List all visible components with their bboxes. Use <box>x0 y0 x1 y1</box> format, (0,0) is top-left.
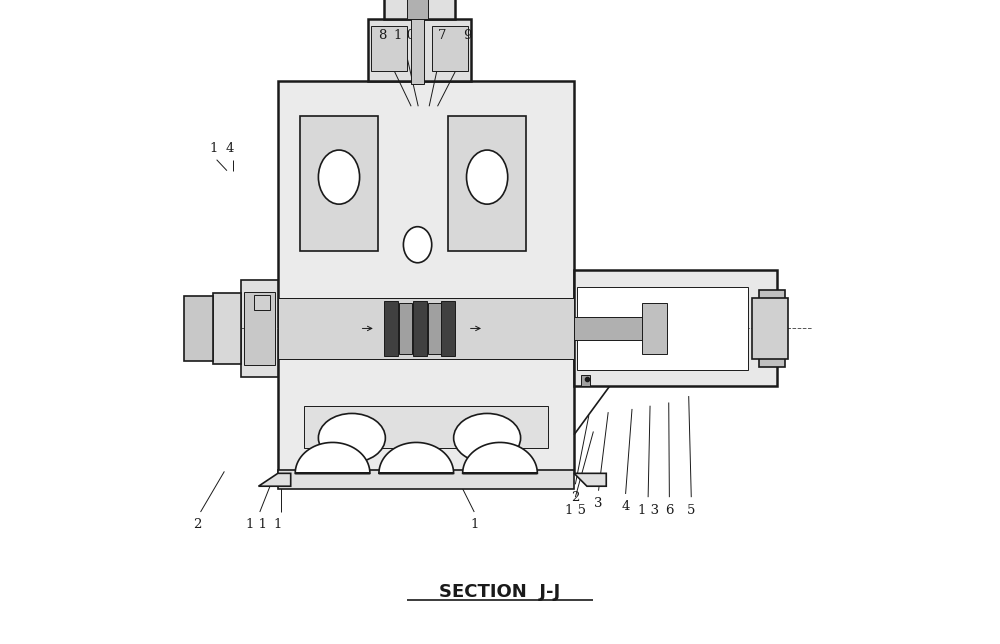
Ellipse shape <box>454 413 521 462</box>
Bar <box>254 295 270 310</box>
Bar <box>580 375 590 386</box>
Text: SECTION  J-J: SECTION J-J <box>439 583 561 601</box>
Text: 3: 3 <box>594 497 603 510</box>
Bar <box>278 470 574 489</box>
Bar <box>577 287 748 370</box>
Polygon shape <box>295 442 370 473</box>
Polygon shape <box>574 473 606 486</box>
Text: 1 5: 1 5 <box>565 504 586 516</box>
Text: 9: 9 <box>464 29 472 42</box>
Bar <box>368 19 471 80</box>
Bar <box>184 296 213 361</box>
Text: 7: 7 <box>438 29 446 42</box>
Bar <box>432 26 468 71</box>
Bar <box>300 116 378 251</box>
Bar <box>642 303 667 354</box>
Polygon shape <box>379 442 454 473</box>
Text: 1 0: 1 0 <box>394 29 415 42</box>
Bar <box>278 298 574 359</box>
Text: 1: 1 <box>209 142 218 155</box>
Ellipse shape <box>318 413 385 462</box>
Text: 1: 1 <box>274 518 282 531</box>
Ellipse shape <box>467 150 508 204</box>
Bar <box>384 0 455 19</box>
Bar <box>241 280 278 377</box>
Polygon shape <box>258 473 291 486</box>
Text: 6: 6 <box>665 504 674 516</box>
Bar <box>213 293 241 364</box>
Bar <box>371 26 407 71</box>
Bar <box>428 303 441 354</box>
Text: 4: 4 <box>225 142 234 155</box>
Ellipse shape <box>318 150 360 204</box>
Bar <box>441 301 455 356</box>
Text: 2: 2 <box>571 491 580 504</box>
Text: 5: 5 <box>687 504 695 516</box>
Bar <box>384 301 398 356</box>
Ellipse shape <box>403 227 432 263</box>
Bar <box>448 116 526 251</box>
Bar <box>752 298 788 359</box>
Polygon shape <box>463 442 537 473</box>
Bar <box>574 270 777 386</box>
Text: 1: 1 <box>470 518 478 531</box>
Bar <box>574 317 651 340</box>
Text: 8: 8 <box>379 29 387 42</box>
Bar <box>759 290 785 367</box>
Text: 4: 4 <box>621 500 630 513</box>
Bar <box>413 301 427 356</box>
Bar <box>278 80 574 473</box>
Text: 2: 2 <box>193 518 202 531</box>
Bar <box>304 406 548 448</box>
Text: 1 3: 1 3 <box>638 504 659 516</box>
Bar <box>244 292 275 365</box>
Text: 1 1: 1 1 <box>246 518 267 531</box>
Bar <box>399 303 412 354</box>
Bar <box>407 0 428 19</box>
Bar <box>411 13 424 84</box>
